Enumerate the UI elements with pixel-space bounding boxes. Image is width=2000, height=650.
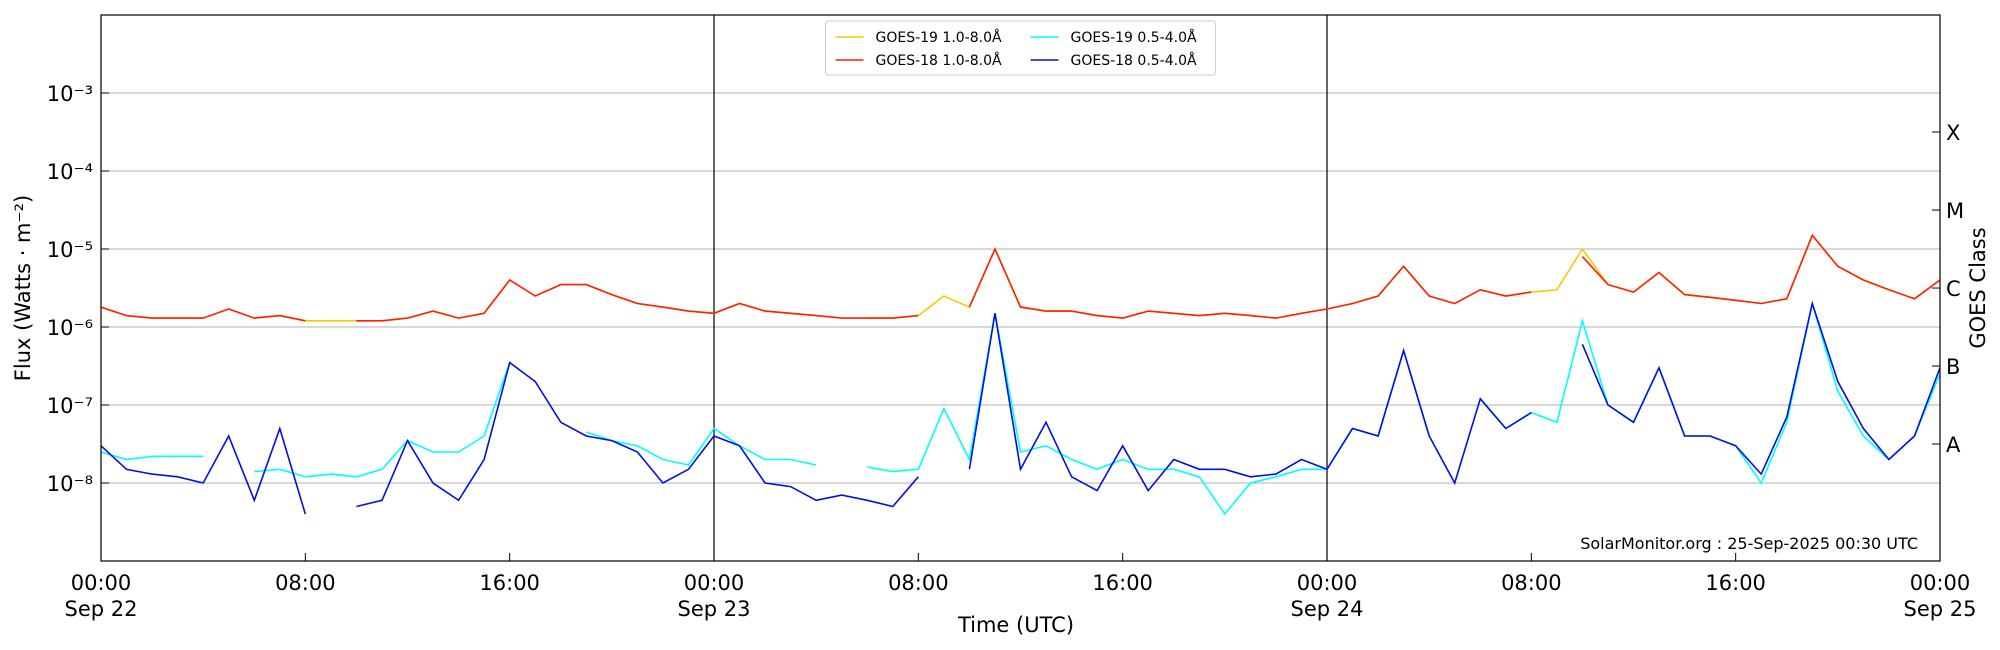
y2-tick-label: A [1946, 433, 1961, 457]
plot-frame [100, 14, 1941, 562]
series-line [101, 233, 1940, 322]
x-tick-label: 16:00 [1705, 571, 1766, 595]
x-tick-label: 16:00 [479, 571, 540, 595]
y-axis-label: Flux (Watts · m⁻²) [11, 195, 35, 381]
legend: GOES-19 1.0-8.0Å GOES-18 1.0-8.0Å GOES-19 … [825, 20, 1216, 76]
annotation: SolarMonitor.org : 25-Sep-2025 00:30 UTC [1580, 534, 1918, 553]
legend-label: GOES-18 1.0-8.0Å [876, 52, 1002, 69]
x-tick-label: 00:00 Sep 25 [1904, 571, 1977, 621]
x-tick-label: 00:00 Sep 22 [65, 571, 138, 621]
y2-axis-label: GOES Class [1966, 227, 1990, 348]
x-tick-label: 00:00 Sep 23 [678, 571, 751, 621]
series-line [101, 300, 1940, 515]
x-tick-label: 08:00 [888, 571, 949, 595]
legend-label: GOES-19 1.0-8.0Å [876, 29, 1002, 46]
legend-label: GOES-19 0.5-4.0Å [1071, 29, 1197, 46]
y2-tick-label: X [1946, 121, 1960, 145]
y-tick-label: 10⁻³ [47, 82, 93, 106]
y-tick-label: 10⁻⁶ [47, 316, 93, 340]
y2-tick-label: B [1946, 355, 1960, 379]
y2-tick-label: M [1946, 199, 1964, 223]
y-tick-label: 10⁻⁸ [47, 472, 93, 496]
series-line [101, 303, 1940, 516]
x-tick-label: 08:00 [1501, 571, 1562, 595]
y-tick-label: 10⁻⁴ [47, 160, 93, 184]
x-axis-label: Time (UTC) [957, 613, 1074, 637]
x-tick-label: 16:00 [1092, 571, 1153, 595]
legend-box [825, 20, 1216, 76]
x-tick-label: 00:00 Sep 24 [1291, 571, 1364, 621]
legend-label: GOES-18 0.5-4.0Å [1071, 52, 1197, 69]
x-tick-label: 08:00 [275, 571, 336, 595]
y-tick-label: 10⁻⁷ [47, 394, 93, 418]
y2-tick-label: C [1946, 277, 1961, 301]
y-tick-label: 10⁻⁵ [47, 238, 93, 262]
